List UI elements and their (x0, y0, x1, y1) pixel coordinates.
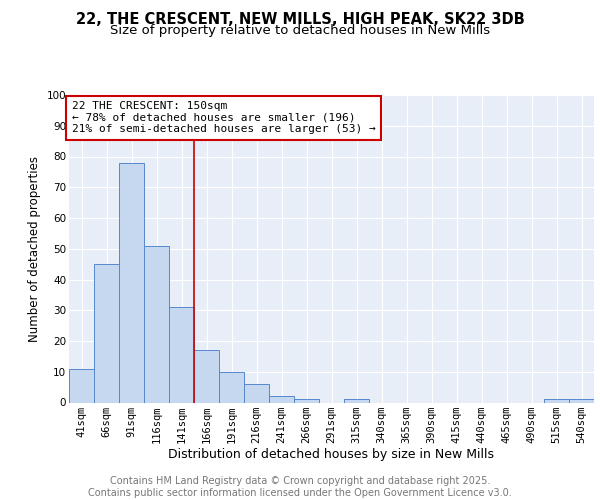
Text: Contains HM Land Registry data © Crown copyright and database right 2025.
Contai: Contains HM Land Registry data © Crown c… (88, 476, 512, 498)
Bar (544, 400, 569, 402)
X-axis label: Distribution of detached houses by size in New Mills: Distribution of detached houses by size … (169, 448, 494, 462)
Y-axis label: Number of detached properties: Number of detached properties (28, 156, 41, 342)
Bar (144, 246, 169, 402)
Text: Size of property relative to detached houses in New Mills: Size of property relative to detached ho… (110, 24, 490, 37)
Bar (294, 400, 319, 402)
Bar (169, 307, 194, 402)
Text: 22, THE CRESCENT, NEW MILLS, HIGH PEAK, SK22 3DB: 22, THE CRESCENT, NEW MILLS, HIGH PEAK, … (76, 12, 524, 28)
Bar (69, 368, 94, 402)
Bar (194, 350, 219, 403)
Bar (269, 396, 294, 402)
Bar (569, 400, 594, 402)
Bar (244, 384, 269, 402)
Bar (94, 264, 119, 402)
Bar (219, 372, 244, 402)
Text: 22 THE CRESCENT: 150sqm
← 78% of detached houses are smaller (196)
21% of semi-d: 22 THE CRESCENT: 150sqm ← 78% of detache… (71, 101, 376, 134)
Bar (344, 400, 369, 402)
Bar (119, 162, 144, 402)
